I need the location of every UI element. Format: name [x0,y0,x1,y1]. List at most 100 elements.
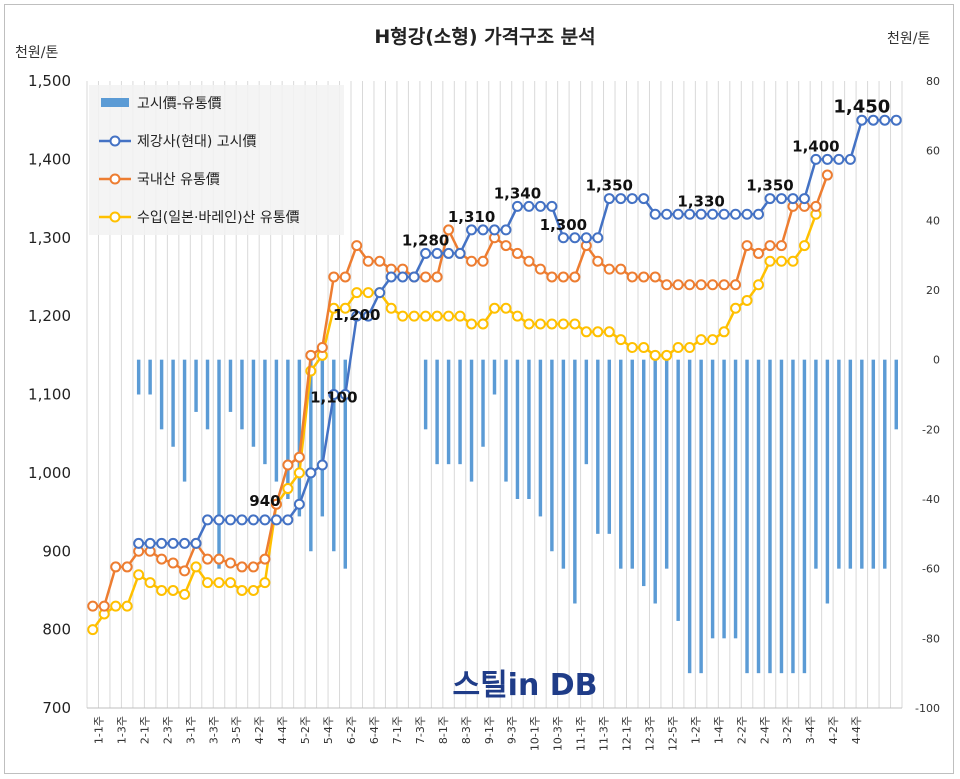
series-point [879,114,891,126]
series-point [615,263,627,275]
series-point [190,537,202,549]
series-point [718,326,730,338]
series-point [626,193,638,205]
bar [584,359,589,465]
x-tick-label: 7-3주 [414,716,427,744]
series-point [580,232,592,244]
series-point [167,557,179,569]
series-point [259,553,271,565]
series-point [121,600,133,612]
bar [596,359,600,534]
data-label: 1,300 [540,216,587,234]
bar [423,359,428,430]
bar [309,359,313,552]
series-point [477,255,489,267]
legend-swatch [101,98,129,107]
series-point [431,271,443,283]
series-point [259,514,271,526]
bar [343,359,347,569]
series-point [511,247,523,259]
series-point [798,193,810,205]
bar [745,359,749,674]
series-point [523,255,535,267]
bar [848,359,853,569]
series-point [603,326,615,338]
series-point [764,240,776,252]
series-point [144,577,156,589]
series-point [787,255,799,267]
x-tick-label: 11-3주 [598,716,611,751]
data-label: 1,350 [586,177,633,195]
series-point [638,341,650,353]
bar [194,359,198,412]
legend-marker [109,135,121,147]
data-label: 1,350 [746,177,793,195]
x-tick-label: 1-4주 [712,716,725,744]
series-point [156,553,168,565]
line-series [87,114,902,636]
series-point [144,537,156,549]
bar [297,359,302,517]
series-point [167,584,179,596]
y-tick-label: 800 [42,621,71,639]
series-point [890,114,902,126]
series-point [224,557,236,569]
x-tick-label: 8-1주 [437,716,450,744]
series-point [443,310,455,322]
series-point [615,334,627,346]
x-tick-label: 11-1주 [575,716,588,751]
series-point [236,514,248,526]
series-point [408,310,420,322]
series-point [534,318,546,330]
series-point [592,326,604,338]
x-tick-label: 12-1주 [621,716,634,751]
series-point [339,271,351,283]
bar-series [136,359,898,674]
bar [515,359,520,499]
series-point [810,153,822,165]
bar [871,359,876,569]
x-tick-label: 4-4주 [276,716,289,744]
series-point [454,247,466,259]
series-point [615,193,627,205]
x-tick-label: 12-5주 [666,716,679,751]
series-point [351,310,363,322]
bar [561,359,566,569]
y2-tick-label: 20 [926,284,940,297]
series-point [362,287,374,299]
series-point [236,584,248,596]
series-point [753,208,765,220]
series-point [787,193,799,205]
x-tick-label: 4-4주 [850,716,863,744]
series-point [282,483,294,495]
series-point [408,271,420,283]
bar [182,359,187,482]
series-point [431,310,443,322]
series-point [98,600,110,612]
series-point [190,561,202,573]
series-point [741,208,753,220]
series-point [477,318,489,330]
data-label: 940 [249,492,280,510]
y-tick-label: 1,000 [28,464,71,482]
series-point [305,467,317,479]
x-tick-label: 9-3주 [506,716,519,744]
series-point [293,498,305,510]
series-point [569,271,581,283]
series-point [592,255,604,267]
x-tick-label: 6-4주 [368,716,381,744]
series-point [328,389,340,400]
series-point [224,577,236,589]
bar [332,359,336,552]
series-point [443,247,455,259]
series-point [684,341,696,353]
watermark-logo: 스틸in DB [452,668,597,703]
series-point [638,193,650,205]
bar [228,359,233,412]
series-point [213,553,225,565]
y2-tick-label: 40 [926,214,940,227]
bar [435,359,439,465]
series-point [167,537,179,549]
x-tick-label: 2-4주 [758,716,771,744]
series-point [339,389,351,400]
